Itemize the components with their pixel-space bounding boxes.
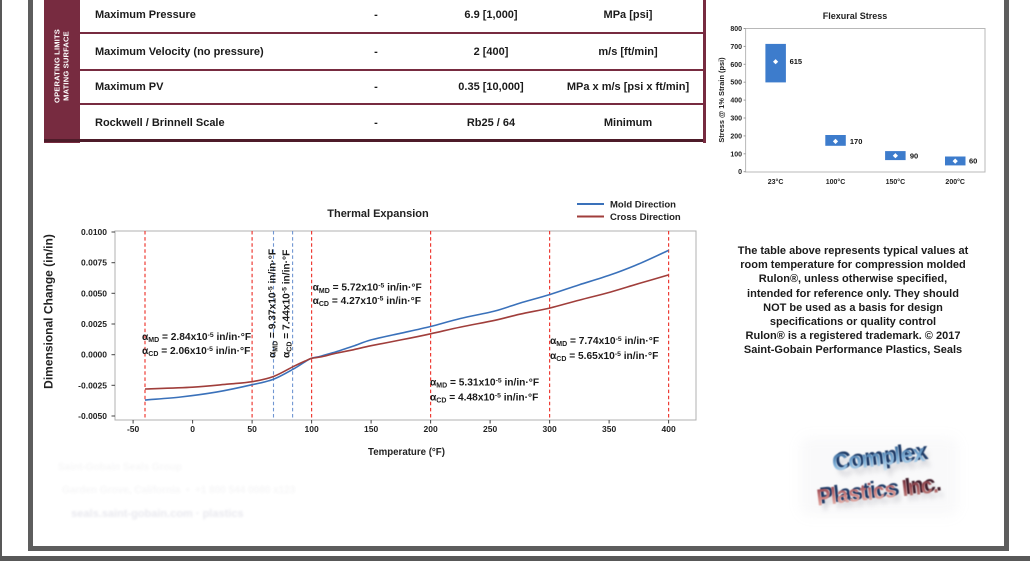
svg-text:αCD = 4.48x10-5 in/in·°F: αCD = 4.48x10-5 in/in·°F <box>430 392 538 404</box>
svg-text:60: 60 <box>969 157 977 166</box>
svg-text:αCD = 5.65x10-5 in/in·°F: αCD = 5.65x10-5 in/in·°F <box>550 351 658 363</box>
svg-text:500: 500 <box>730 80 742 87</box>
svg-text:100°C: 100°C <box>826 178 846 186</box>
svg-text:αCD = 2.06x10-5 in/in·°F: αCD = 2.06x10-5 in/in·°F <box>142 346 250 358</box>
svg-text:600: 600 <box>730 62 742 69</box>
svg-text:0.0075: 0.0075 <box>81 258 107 268</box>
svg-text:Cross Direction: Cross Direction <box>610 212 681 223</box>
svg-text:Dimensional Change (in/in): Dimensional Change (in/in) <box>42 234 56 389</box>
svg-text:400: 400 <box>662 424 676 434</box>
svg-text:0.0050: 0.0050 <box>81 288 107 298</box>
svg-text:170: 170 <box>850 137 863 146</box>
svg-text:Mold Direction: Mold Direction <box>610 200 676 211</box>
svg-text:-0.0050: -0.0050 <box>78 411 107 421</box>
svg-text:200°C: 200°C <box>945 178 965 186</box>
svg-text:700: 700 <box>730 44 742 51</box>
svg-text:αCD = 7.44x10-5 in/in·°F: αCD = 7.44x10-5 in/in·°F <box>281 250 293 358</box>
svg-text:100: 100 <box>305 424 319 434</box>
svg-text:0: 0 <box>738 169 742 176</box>
svg-text:Temperature (°F): Temperature (°F) <box>368 447 445 458</box>
svg-text:100: 100 <box>730 151 742 158</box>
svg-text:0.0025: 0.0025 <box>81 319 107 329</box>
svg-text:300: 300 <box>543 424 557 434</box>
svg-text:0: 0 <box>190 424 195 434</box>
svg-text:350: 350 <box>602 424 616 434</box>
svg-text:150: 150 <box>364 424 378 434</box>
svg-text:23°C: 23°C <box>768 178 784 186</box>
svg-text:400: 400 <box>730 98 742 105</box>
svg-text:300: 300 <box>730 116 742 123</box>
svg-text:50: 50 <box>247 424 257 434</box>
svg-text:0.0000: 0.0000 <box>81 350 107 360</box>
svg-text:800: 800 <box>730 26 742 33</box>
svg-text:200: 200 <box>424 424 438 434</box>
svg-text:αMD = 5.31x10-5 in/in·°F: αMD = 5.31x10-5 in/in·°F <box>430 377 539 389</box>
svg-text:90: 90 <box>910 151 918 160</box>
svg-text:Flexural Stress: Flexural Stress <box>823 11 888 21</box>
svg-text:Thermal Expansion: Thermal Expansion <box>327 208 429 220</box>
svg-text:αCD = 4.27x10-5 in/in·°F: αCD = 4.27x10-5 in/in·°F <box>313 296 421 308</box>
svg-text:250: 250 <box>483 424 497 434</box>
svg-text:αMD = 2.84x10-5 in/in·°F: αMD = 2.84x10-5 in/in·°F <box>142 332 251 344</box>
svg-text:-0.0025: -0.0025 <box>78 380 107 390</box>
svg-text:αMD = 9.37x10-5 in/in·°F: αMD = 9.37x10-5 in/in·°F <box>267 249 279 358</box>
svg-text:0.0100: 0.0100 <box>81 227 107 237</box>
svg-text:αMD = 5.72x10-5 in/in·°F: αMD = 5.72x10-5 in/in·°F <box>313 283 422 295</box>
svg-text:615: 615 <box>790 57 803 66</box>
svg-text:αMD = 7.74x10-5 in/in·°F: αMD = 7.74x10-5 in/in·°F <box>550 336 659 348</box>
svg-text:-50: -50 <box>127 424 140 434</box>
svg-text:200: 200 <box>730 133 742 140</box>
svg-text:Stress @ 1% Strain (psi): Stress @ 1% Strain (psi) <box>717 57 726 143</box>
svg-text:150°C: 150°C <box>886 178 906 186</box>
